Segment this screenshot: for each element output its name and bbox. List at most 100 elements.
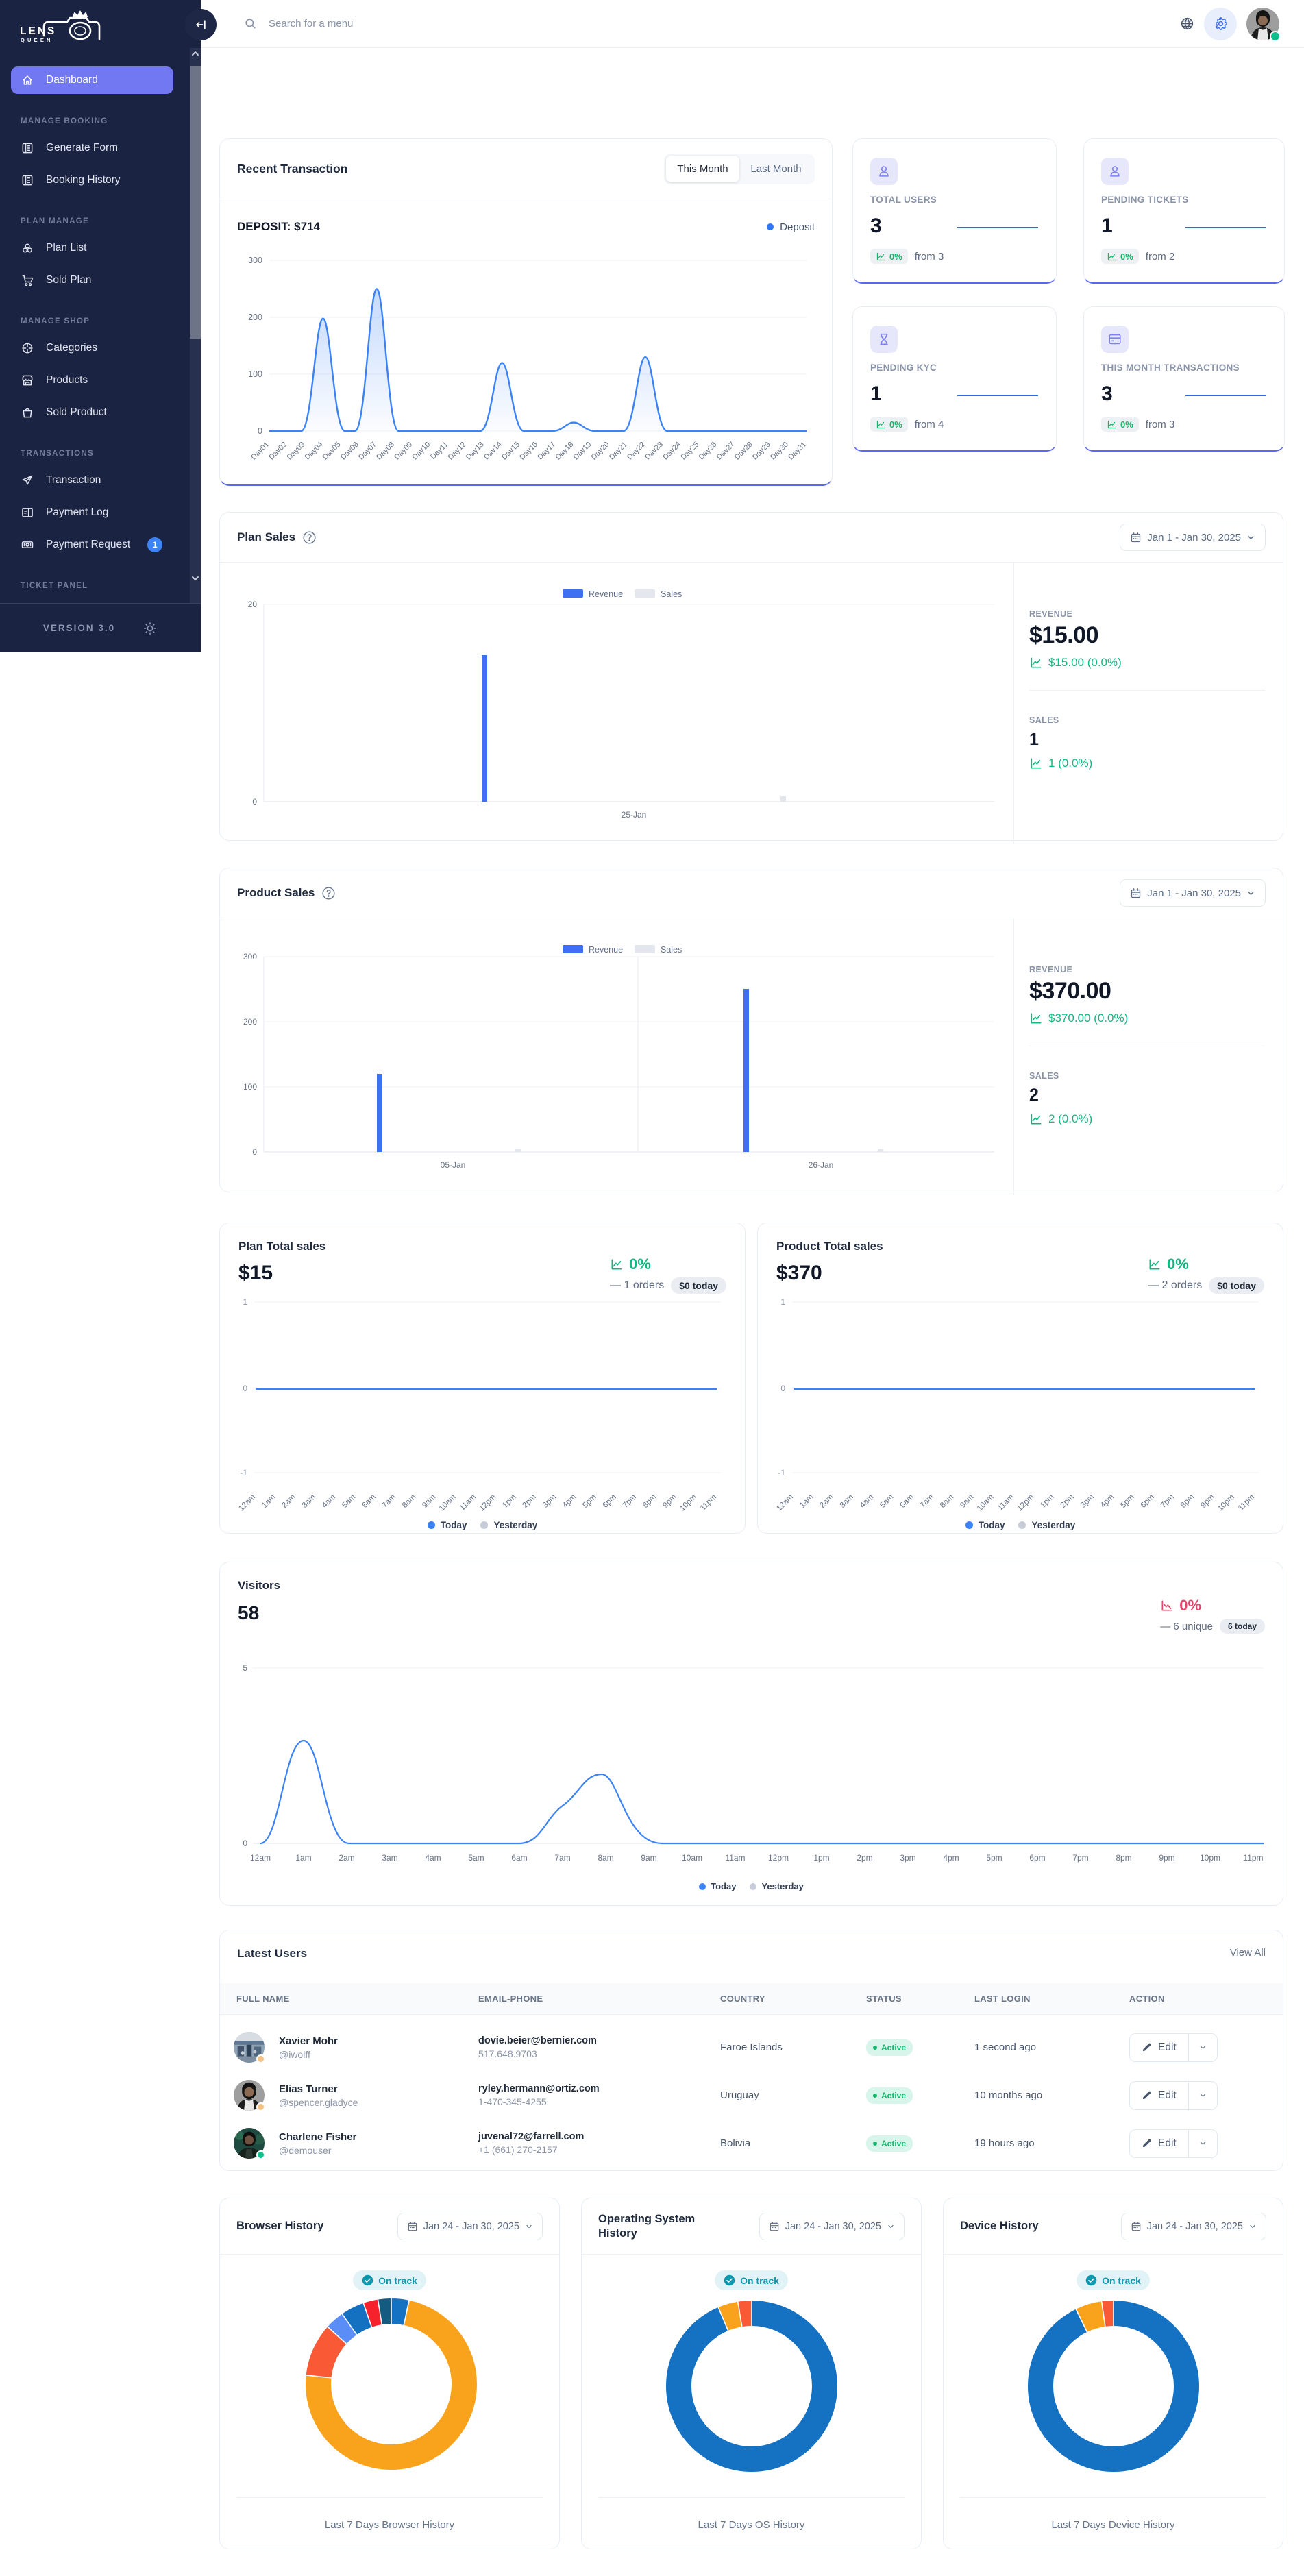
svg-text:Revenue: Revenue [589, 945, 623, 955]
svg-text:Day16: Day16 [518, 441, 539, 462]
svg-text:9pm: 9pm [1159, 1853, 1174, 1863]
svg-text:4am: 4am [425, 1853, 441, 1863]
svg-text:12pm: 12pm [1016, 1493, 1035, 1513]
svg-text:3pm: 3pm [1079, 1493, 1096, 1510]
svg-text:Day26: Day26 [697, 441, 718, 462]
svg-text:Day31: Day31 [787, 441, 808, 462]
svg-text:1pm: 1pm [813, 1853, 829, 1863]
svg-text:Day02: Day02 [267, 441, 288, 462]
svg-text:9pm: 9pm [661, 1493, 678, 1510]
svg-text:Sales: Sales [661, 945, 682, 955]
svg-text:Day30: Day30 [769, 441, 790, 462]
svg-text:5am: 5am [468, 1853, 484, 1863]
svg-text:2pm: 2pm [1059, 1493, 1075, 1510]
svg-text:Day09: Day09 [393, 441, 414, 462]
svg-text:2pm: 2pm [857, 1853, 872, 1863]
svg-text:5am: 5am [878, 1493, 895, 1510]
svg-text:1: 1 [780, 1297, 785, 1307]
svg-text:7am: 7am [919, 1493, 935, 1510]
svg-text:0: 0 [252, 1147, 257, 1157]
svg-text:Day18: Day18 [554, 441, 575, 462]
svg-text:Day11: Day11 [429, 441, 450, 461]
svg-text:-1: -1 [240, 1468, 247, 1477]
svg-text:4am: 4am [321, 1493, 337, 1510]
svg-text:10pm: 10pm [1216, 1493, 1236, 1513]
svg-text:Day19: Day19 [572, 441, 593, 462]
svg-text:12pm: 12pm [768, 1853, 789, 1863]
svg-text:10pm: 10pm [678, 1493, 698, 1513]
svg-text:1am: 1am [798, 1493, 815, 1510]
svg-text:1am: 1am [295, 1853, 311, 1863]
svg-text:Day13: Day13 [465, 441, 486, 462]
svg-text:Day07: Day07 [357, 441, 378, 462]
svg-text:3am: 3am [382, 1853, 397, 1863]
svg-text:Day14: Day14 [482, 441, 504, 462]
svg-text:Day21: Day21 [608, 441, 629, 462]
svg-text:8am: 8am [598, 1853, 613, 1863]
svg-text:3am: 3am [839, 1493, 855, 1510]
svg-text:1pm: 1pm [1039, 1493, 1055, 1510]
svg-text:9am: 9am [959, 1493, 975, 1510]
svg-text:Revenue: Revenue [589, 589, 623, 599]
svg-text:Day25: Day25 [679, 441, 700, 462]
svg-text:200: 200 [248, 312, 262, 322]
svg-text:LENS: LENS [20, 25, 56, 37]
svg-text:Day06: Day06 [339, 441, 360, 462]
svg-text:2am: 2am [339, 1853, 354, 1863]
svg-text:11pm: 11pm [699, 1493, 718, 1512]
svg-text:6am: 6am [511, 1853, 527, 1863]
svg-text:Day20: Day20 [590, 441, 611, 462]
svg-text:10am: 10am [976, 1493, 996, 1513]
svg-text:200: 200 [243, 1017, 257, 1027]
svg-text:2am: 2am [280, 1493, 297, 1510]
svg-text:100: 100 [248, 369, 262, 379]
svg-text:0: 0 [252, 797, 257, 807]
svg-text:4pm: 4pm [561, 1493, 578, 1510]
svg-text:300: 300 [243, 952, 257, 961]
svg-text:Day10: Day10 [410, 441, 432, 462]
svg-text:8pm: 8pm [1116, 1853, 1131, 1863]
svg-text:20: 20 [248, 600, 258, 609]
svg-text:Day05: Day05 [321, 441, 343, 462]
svg-text:05-Jan: 05-Jan [441, 1160, 466, 1170]
svg-text:1pm: 1pm [501, 1493, 517, 1510]
svg-text:10am: 10am [438, 1493, 458, 1513]
svg-text:12am: 12am [775, 1493, 795, 1513]
svg-text:9pm: 9pm [1199, 1493, 1216, 1510]
svg-text:11pm: 11pm [1237, 1493, 1256, 1512]
svg-text:7pm: 7pm [1072, 1853, 1088, 1863]
svg-text:7pm: 7pm [1159, 1493, 1176, 1510]
svg-text:7pm: 7pm [622, 1493, 638, 1510]
svg-text:8am: 8am [939, 1493, 955, 1510]
svg-text:0: 0 [258, 426, 262, 436]
svg-text:4pm: 4pm [943, 1853, 959, 1863]
svg-text:Day22: Day22 [626, 441, 647, 462]
svg-text:Day15: Day15 [500, 441, 521, 462]
svg-text:Sales: Sales [661, 589, 682, 599]
svg-text:Day29: Day29 [751, 441, 772, 462]
svg-text:5pm: 5pm [986, 1853, 1002, 1863]
svg-text:6pm: 6pm [1140, 1493, 1156, 1510]
svg-text:12pm: 12pm [478, 1493, 497, 1513]
svg-text:12am: 12am [237, 1493, 257, 1513]
svg-text:8pm: 8pm [641, 1493, 658, 1510]
svg-text:Day24: Day24 [661, 441, 682, 462]
svg-text:1: 1 [243, 1297, 247, 1307]
svg-text:5am: 5am [341, 1493, 357, 1510]
svg-text:0: 0 [243, 1839, 247, 1848]
svg-text:Day27: Day27 [715, 441, 737, 462]
svg-text:2pm: 2pm [521, 1493, 537, 1510]
svg-text:5: 5 [243, 1663, 247, 1673]
svg-text:Day01: Day01 [249, 441, 271, 462]
svg-text:Day17: Day17 [536, 441, 557, 462]
svg-text:9am: 9am [421, 1493, 437, 1510]
svg-text:11pm: 11pm [1243, 1853, 1263, 1863]
svg-text:11am: 11am [725, 1853, 745, 1863]
svg-text:100: 100 [243, 1082, 257, 1092]
svg-text:6am: 6am [898, 1493, 915, 1510]
svg-text:Day12: Day12 [447, 441, 468, 462]
svg-text:6am: 6am [360, 1493, 377, 1510]
svg-text:Day08: Day08 [375, 441, 396, 462]
svg-text:4am: 4am [859, 1493, 875, 1510]
svg-text:3am: 3am [301, 1493, 317, 1510]
